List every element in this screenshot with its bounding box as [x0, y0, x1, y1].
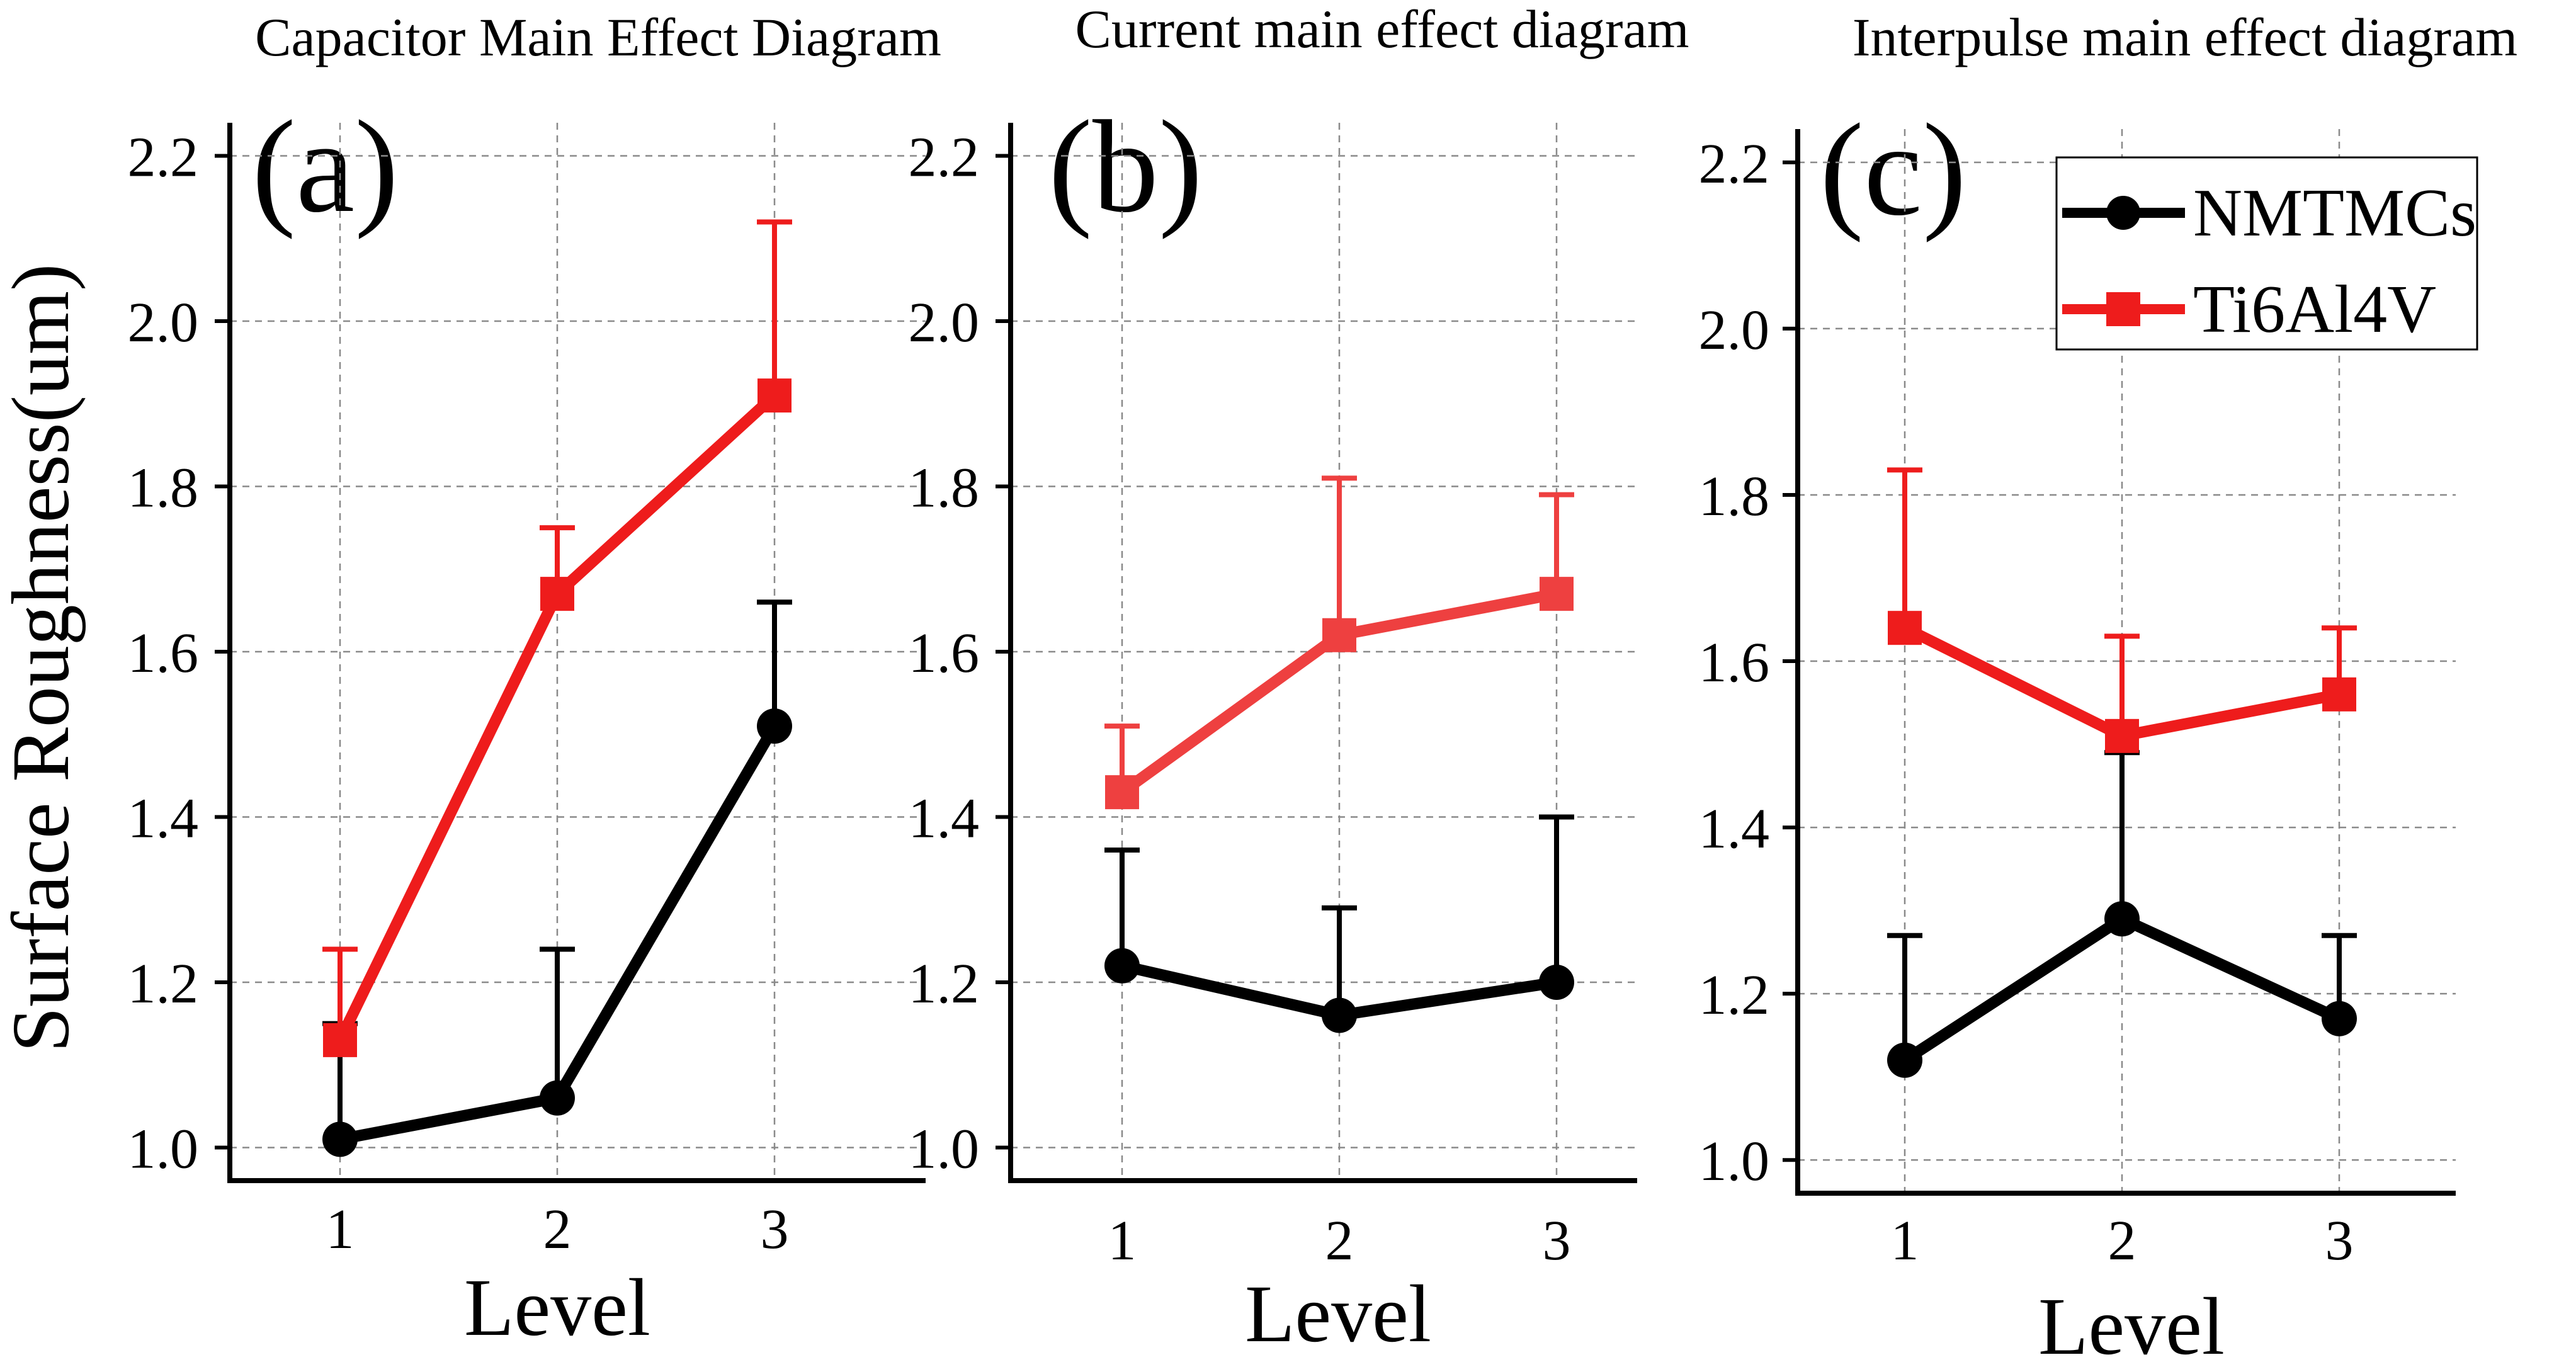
legend: NMTMCs Ti6Al4V [2055, 156, 2478, 351]
panel-2-ti6al4v-point-3 [1540, 577, 1574, 611]
panel-3-y-tick-label-4: 1.6 [1699, 632, 1770, 694]
panel-1-title: Capacitor Main Effect Diagram [255, 7, 941, 67]
panel-2-x-tick-label-2: 2 [1325, 1210, 1354, 1272]
panel-1-nmtmcs-point-3 [757, 708, 792, 744]
panel-2-nmtmcs-point-1 [1104, 948, 1140, 984]
panel-3: Interpulse main effect diagram (c) 1.0 1.2 1… [1699, 7, 2518, 1367]
panel-1-x-tick-label-3: 3 [761, 1198, 789, 1261]
panel-1-x-axis-title: Level [464, 1262, 650, 1353]
panel-3-nmtmcs-point-3 [2322, 1001, 2357, 1036]
panel-3-title: Interpulse main effect diagram [1853, 7, 2517, 67]
panel-1-y-tick-label-6: 2.0 [128, 292, 199, 354]
panel-3-label: (c) [1820, 97, 1966, 243]
panel-2-y-tick-label-2: 1.2 [909, 953, 980, 1015]
panel-2-label: (b) [1048, 94, 1203, 240]
panel-1-y-tick-label-3: 1.4 [128, 788, 199, 850]
panel-1-ti6al4v-point-3 [757, 378, 792, 413]
legend-ti6al4v-marker [2106, 292, 2140, 326]
panel-3-y-tick-label-7: 2.2 [1699, 133, 1770, 195]
panel-3-nmtmcs-point-2 [2104, 901, 2140, 937]
panel-2-y-tick-label-4: 1.6 [909, 622, 980, 684]
panel-3-x-axis-title: Level [2038, 1281, 2225, 1367]
panel-1-nmtmcs-point-1 [322, 1121, 358, 1157]
panel-1-series-ti6al4v [322, 219, 792, 1057]
panel-1: Capacitor Main Effect Diagram (a) 1.0 1.2 1.… [128, 7, 941, 1353]
panel-3-x-tick-label-2: 2 [2108, 1210, 2136, 1272]
panel-2-y-tick-label-5: 1.8 [909, 457, 980, 519]
panel-3-ti6al4v-point-2 [2105, 718, 2139, 753]
panel-3-series-nmtmcs [1887, 750, 2357, 1078]
panel-1-x-tick-label-1: 1 [326, 1198, 355, 1261]
panel-1-y-tick-label-2: 1.2 [128, 953, 199, 1015]
panel-2-y-tick-label-3: 1.4 [909, 788, 980, 850]
panel-3-series-ti6al4v [1887, 467, 2357, 753]
panel-3-y-tick-label-1: 1.0 [1699, 1130, 1770, 1193]
panel-2-series-nmtmcs [1104, 814, 1574, 1033]
panels: Capacitor Main Effect Diagram (a) 1.0 1.2 1.… [128, 0, 2518, 1367]
panel-2-title: Current main effect diagram [1075, 0, 1689, 59]
legend-ti6al4v-label: Ti6Al4V [2193, 272, 2436, 347]
panel-3-nmtmcs-point-1 [1887, 1042, 1922, 1078]
panel-1-axes [227, 123, 926, 1183]
panel-3-y-tick-label-3: 1.4 [1699, 798, 1770, 860]
panel-2-nmtmcs-point-2 [1322, 997, 1357, 1033]
panel-3-axes [1795, 129, 2456, 1196]
panel-2-x-tick-label-1: 1 [1108, 1210, 1137, 1272]
panel-3-x-tick-label-1: 1 [1891, 1210, 1919, 1272]
legend-nmtmcs-marker [2106, 196, 2140, 230]
panel-2-y-tick-label-6: 2.0 [909, 292, 980, 354]
panel-1-ti6al4v-point-2 [540, 577, 574, 611]
panel-2: Current main effect diagram (b) 1.0 1.2 1.4 1… [909, 0, 1689, 1359]
panel-2-series-ti6al4v [1104, 475, 1574, 810]
panel-2-ti6al4v-point-2 [1322, 618, 1356, 652]
panel-1-series-nmtmcs [322, 599, 792, 1157]
panel-1-y-tick-label-1: 1.0 [128, 1118, 199, 1181]
panel-2-x-tick-label-3: 3 [1543, 1210, 1571, 1272]
panel-1-nmtmcs-point-2 [540, 1080, 575, 1116]
panel-1-x-tick-label-2: 2 [543, 1198, 572, 1261]
panel-1-y-tick-label-5: 1.8 [128, 457, 199, 519]
panel-1-y-tick-label-7: 2.2 [128, 127, 199, 189]
panel-1-label: (a) [252, 94, 399, 240]
panel-2-y-tick-label-1: 1.0 [909, 1118, 980, 1181]
panel-3-ti6al4v-point-1 [1888, 611, 1922, 645]
legend-nmtmcs-label: NMTMCs [2193, 176, 2477, 251]
panel-2-nmtmcs-point-3 [1539, 965, 1574, 1000]
panel-3-ti6al4v-point-3 [2322, 677, 2356, 712]
panel-3-y-tick-label-2: 1.2 [1699, 964, 1770, 1026]
panel-3-y-tick-label-6: 2.0 [1699, 299, 1770, 361]
panel-2-x-axis-title: Level [1245, 1269, 1431, 1359]
panel-3-y-tick-label-5: 1.8 [1699, 465, 1770, 528]
panel-2-axes [1008, 123, 1637, 1183]
panel-2-ti6al4v-point-1 [1105, 775, 1139, 810]
panel-1-ti6al4v-point-1 [323, 1023, 357, 1057]
panel-1-y-tick-label-4: 1.6 [128, 622, 199, 684]
y-axis-title: Surface Roughness(um) [0, 264, 86, 1053]
panel-3-x-tick-label-3: 3 [2325, 1210, 2354, 1272]
panel-2-y-tick-label-7: 2.2 [909, 127, 980, 189]
